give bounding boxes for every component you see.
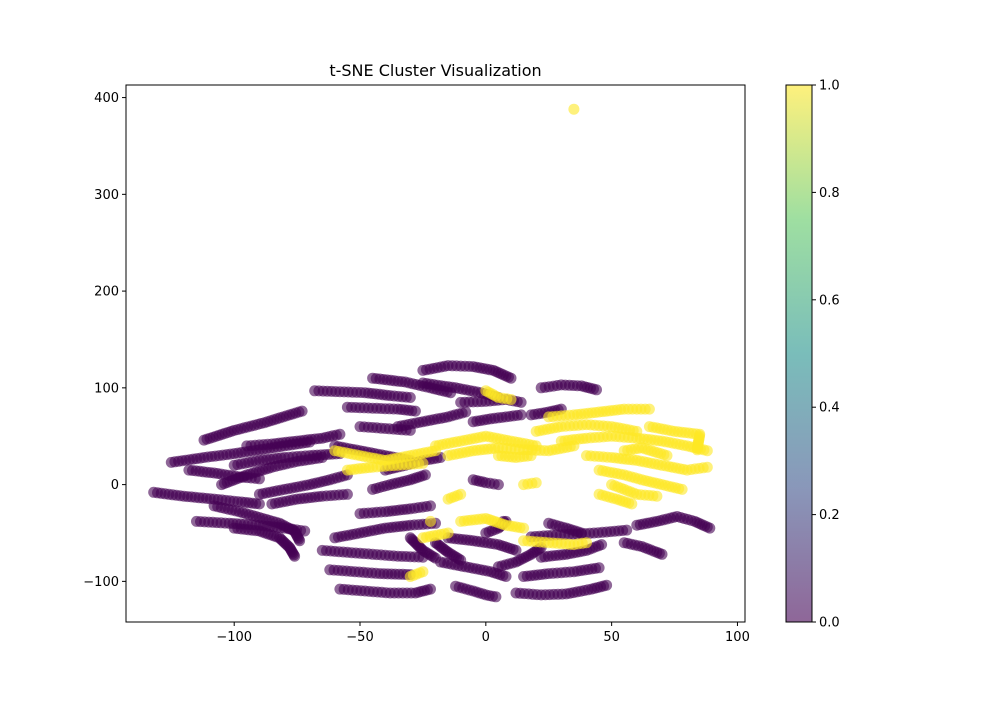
colorbar-tick-label: 0.0: [819, 616, 840, 631]
scatter-point: [500, 571, 512, 582]
scatter-point: [643, 403, 655, 415]
scatter-point: [568, 103, 580, 115]
scatter-point: [691, 444, 703, 456]
colorbar-frame: [785, 84, 813, 623]
scatter-point: [676, 483, 688, 495]
scatter-point: [253, 498, 265, 510]
scatter-point: [425, 515, 436, 527]
scatter-point: [455, 554, 467, 566]
scatter-point: [701, 445, 713, 457]
x-tick-label: −50: [346, 630, 373, 645]
scatter-point: [593, 562, 605, 574]
scatter-point: [596, 539, 608, 551]
colorbar-tick-label: 0.6: [819, 293, 840, 308]
scatter-point: [417, 457, 429, 469]
colorbar-tick-label: 0.8: [819, 186, 840, 201]
scatter-point: [515, 409, 527, 421]
scatter-point: [656, 548, 668, 560]
scatter-point: [490, 591, 502, 603]
scatter-point: [530, 477, 542, 489]
colorbar-gradient: [786, 85, 812, 622]
scatter-point: [505, 372, 517, 384]
y-axis: −100 0 100 200 300 400: [83, 91, 126, 590]
y-tick-label: 400: [94, 91, 119, 106]
scatter-point: [492, 479, 504, 491]
y-tick-label: 200: [94, 285, 119, 300]
scatter-point: [417, 566, 429, 578]
scatter-point: [518, 535, 530, 547]
colorbar-tick-label: 1.0: [819, 79, 840, 94]
colorbar-tick-label: 0.2: [819, 508, 840, 523]
scatter-point: [621, 524, 633, 536]
scatter-points: [148, 103, 716, 603]
colorbar: 0.0 0.2 0.4 0.6 0.8 1.0: [785, 79, 840, 631]
scatter-point: [515, 396, 527, 408]
y-tick-label: −100: [83, 575, 119, 590]
x-tick-label: −100: [216, 630, 252, 645]
scatter-point: [296, 405, 308, 417]
scatter-point: [425, 583, 436, 595]
scatter-point: [591, 384, 602, 396]
x-tick-label: 50: [603, 630, 620, 645]
scatter-point: [334, 428, 346, 440]
plot-area-frame: [125, 84, 746, 623]
scatter-point: [404, 392, 416, 403]
scatter-point: [575, 527, 587, 539]
scatter-point: [425, 500, 436, 512]
scatter-point: [430, 552, 441, 564]
y-tick-label: 300: [94, 188, 119, 203]
scatter-point: [460, 406, 472, 418]
scatter-point: [601, 579, 613, 591]
y-tick-label: 100: [94, 381, 119, 396]
scatter-point: [510, 544, 522, 556]
x-tick-label: 0: [482, 630, 490, 645]
scatter-point: [442, 527, 454, 539]
scatter-point: [704, 522, 716, 534]
scatter-point: [505, 394, 517, 405]
scatter-point: [626, 498, 638, 510]
scatter-point: [455, 488, 467, 500]
scatter-point: [294, 535, 306, 547]
scatter-point: [518, 522, 530, 534]
scatter-point: [661, 450, 673, 462]
colorbar-ticks: 0.0 0.2 0.4 0.6 0.8 1.0: [812, 79, 840, 631]
y-tick-label: 0: [111, 478, 119, 493]
scatter-point: [419, 469, 431, 481]
colorbar-tick-label: 0.4: [819, 401, 840, 416]
x-tick-label: 100: [725, 630, 750, 645]
scatter-point: [341, 488, 353, 500]
scatter-point: [701, 461, 713, 473]
chart-title: t-SNE Cluster Visualization: [329, 61, 541, 80]
scatter-point: [525, 450, 537, 462]
scatter-point: [409, 405, 421, 417]
scatter-point: [289, 550, 301, 562]
scatter-point: [651, 490, 663, 502]
x-axis: −100 −50 0 50 100: [216, 622, 750, 645]
